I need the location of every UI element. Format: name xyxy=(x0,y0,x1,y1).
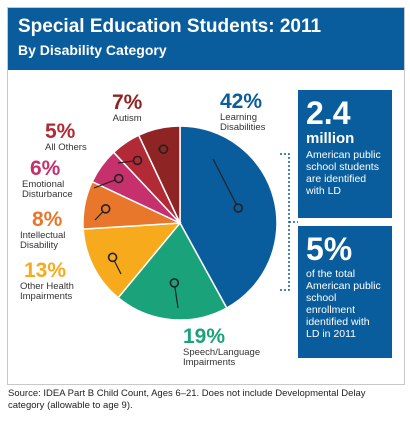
pct-speech: 19% xyxy=(183,325,226,348)
pct-autism: 7% xyxy=(112,91,143,114)
label-all-others: 5% All Others xyxy=(45,121,87,153)
leader-line-learning xyxy=(212,158,239,209)
pie-slice-speech xyxy=(117,221,228,321)
chart-subtitle: By Disability Category xyxy=(18,42,167,58)
fact-enrollment-number: 5% xyxy=(306,231,353,267)
name-autism: Autism xyxy=(112,113,142,124)
label-other-health: 13% Other Health Impairments xyxy=(20,260,74,302)
pct-other-health: 13% xyxy=(24,259,67,282)
header-band: Special Education Students: 2011 By Disa… xyxy=(8,8,404,70)
dotted-bracket xyxy=(280,153,298,291)
fact-box-enrollment: 5% of the total American public school e… xyxy=(298,226,392,358)
name-intellectual-1: Intellectual xyxy=(20,230,66,241)
fact-students-text: American public school students are iden… xyxy=(306,149,381,197)
fact-students-unit: million xyxy=(306,130,355,147)
marker-dot-learning xyxy=(233,203,244,213)
pie-slice-autism xyxy=(137,125,181,224)
label-speech-language: 19% Speech/Language Impairments xyxy=(183,326,260,368)
name-emotional-2: Disturbance xyxy=(22,189,73,200)
name-other-health-2: Impairments xyxy=(20,291,73,302)
label-autism: 7% Autism xyxy=(112,92,142,124)
source-note: Source: IDEA Part B Child Count, Ages 6–… xyxy=(8,388,366,411)
marker-dot-autism xyxy=(158,144,169,154)
pie-slice-other_health xyxy=(82,222,182,299)
fact-students-number: 2.4 xyxy=(306,95,351,131)
marker-dot-speech xyxy=(169,278,180,288)
infographic-frame: Special Education Students: 2011 By Disa… xyxy=(7,7,405,385)
label-intellectual-disability: 8% Intellectual Disability xyxy=(20,209,65,251)
name-speech-2: Impairments xyxy=(183,357,236,368)
name-speech-1: Speech/Language xyxy=(183,347,261,358)
name-all-others: All Others xyxy=(45,142,87,153)
pie-slice-learning xyxy=(179,125,278,310)
name-emotional-1: Emotional xyxy=(22,179,65,190)
pct-all-others: 5% xyxy=(45,120,76,143)
chart-title: Special Education Students: 2011 xyxy=(18,16,322,37)
fact-box-students: 2.4 million American public school stude… xyxy=(298,90,392,218)
label-emotional-disturbance: 6% Emotional Disturbance xyxy=(22,158,73,200)
name-other-health-1: Other Health xyxy=(20,281,74,292)
name-learning-2: Disabilities xyxy=(220,122,266,133)
marker-dot-all_others xyxy=(132,155,143,166)
name-intellectual-2: Disability xyxy=(20,240,59,251)
label-learning-disabilities: 42% Learning Disabilities xyxy=(220,91,265,133)
marker-dot-other_health xyxy=(107,252,118,263)
marker-dot-intellectual xyxy=(100,204,111,214)
marker-dot-emotional xyxy=(113,173,124,184)
pct-intellectual: 8% xyxy=(32,208,63,231)
pct-learning-disabilities: 42% xyxy=(220,90,263,113)
name-learning-1: Learning xyxy=(220,112,257,123)
pct-emotional: 6% xyxy=(30,157,61,180)
pie-chart xyxy=(82,125,298,321)
fact-enrollment-text: of the total American public school enro… xyxy=(306,268,381,340)
